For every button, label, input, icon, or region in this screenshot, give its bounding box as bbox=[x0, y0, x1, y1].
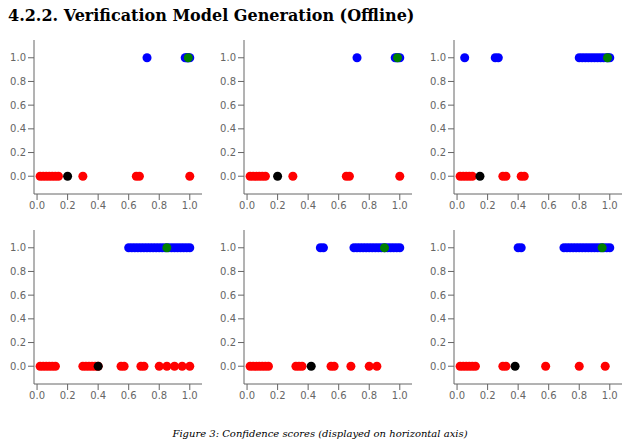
svg-text:0.0: 0.0 bbox=[220, 361, 236, 372]
svg-text:0.4: 0.4 bbox=[300, 390, 316, 401]
svg-text:0.2: 0.2 bbox=[430, 147, 446, 158]
svg-text:0.8: 0.8 bbox=[430, 266, 446, 277]
svg-text:0.4: 0.4 bbox=[10, 123, 26, 134]
svg-text:1.0: 1.0 bbox=[10, 242, 26, 253]
svg-text:0.2: 0.2 bbox=[220, 337, 236, 348]
svg-text:0.4: 0.4 bbox=[220, 123, 236, 134]
svg-text:0.8: 0.8 bbox=[571, 390, 587, 401]
svg-text:0.8: 0.8 bbox=[151, 390, 167, 401]
svg-text:0.0: 0.0 bbox=[10, 361, 26, 372]
svg-text:0.0: 0.0 bbox=[430, 361, 446, 372]
svg-text:1.0: 1.0 bbox=[430, 52, 446, 63]
svg-text:0.6: 0.6 bbox=[541, 390, 557, 401]
svg-text:0.4: 0.4 bbox=[300, 200, 316, 211]
svg-text:0.4: 0.4 bbox=[510, 200, 526, 211]
svg-text:1.0: 1.0 bbox=[182, 390, 198, 401]
svg-text:0.4: 0.4 bbox=[90, 200, 106, 211]
svg-text:0.4: 0.4 bbox=[10, 313, 26, 324]
svg-text:0.6: 0.6 bbox=[121, 390, 137, 401]
svg-text:0.8: 0.8 bbox=[10, 76, 26, 87]
svg-text:0.6: 0.6 bbox=[220, 100, 236, 111]
svg-text:0.2: 0.2 bbox=[270, 390, 286, 401]
svg-text:0.0: 0.0 bbox=[239, 200, 255, 211]
svg-text:1.0: 1.0 bbox=[182, 200, 198, 211]
svg-text:0.2: 0.2 bbox=[60, 390, 76, 401]
svg-text:0.2: 0.2 bbox=[10, 337, 26, 348]
svg-text:1.0: 1.0 bbox=[392, 200, 408, 211]
svg-text:0.4: 0.4 bbox=[90, 390, 106, 401]
svg-text:0.2: 0.2 bbox=[270, 200, 286, 211]
svg-text:1.0: 1.0 bbox=[430, 242, 446, 253]
svg-text:0.8: 0.8 bbox=[430, 76, 446, 87]
svg-text:0.8: 0.8 bbox=[361, 200, 377, 211]
svg-text:0.4: 0.4 bbox=[430, 123, 446, 134]
svg-text:0.8: 0.8 bbox=[220, 76, 236, 87]
svg-text:0.2: 0.2 bbox=[480, 200, 496, 211]
svg-text:1.0: 1.0 bbox=[10, 52, 26, 63]
svg-text:0.6: 0.6 bbox=[331, 390, 347, 401]
svg-text:0.0: 0.0 bbox=[449, 200, 465, 211]
svg-text:0.0: 0.0 bbox=[239, 390, 255, 401]
svg-text:0.0: 0.0 bbox=[449, 390, 465, 401]
svg-text:0.6: 0.6 bbox=[10, 290, 26, 301]
svg-text:0.8: 0.8 bbox=[361, 390, 377, 401]
svg-text:0.8: 0.8 bbox=[571, 200, 587, 211]
svg-text:1.0: 1.0 bbox=[602, 390, 618, 401]
html-text:4.2.2. Verification Model Gene: 4.2.2. Verification Model Generation (Of… bbox=[8, 6, 415, 25]
svg-text:1.0: 1.0 bbox=[220, 52, 236, 63]
svg-text:0.4: 0.4 bbox=[430, 313, 446, 324]
svg-text:0.4: 0.4 bbox=[220, 313, 236, 324]
svg-text:0.6: 0.6 bbox=[430, 100, 446, 111]
svg-text:0.8: 0.8 bbox=[151, 200, 167, 211]
svg-text:0.0: 0.0 bbox=[29, 200, 45, 211]
svg-text:0.0: 0.0 bbox=[220, 171, 236, 182]
svg-text:1.0: 1.0 bbox=[602, 200, 618, 211]
svg-text:0.6: 0.6 bbox=[220, 290, 236, 301]
svg-text:0.6: 0.6 bbox=[331, 200, 347, 211]
svg-text:0.6: 0.6 bbox=[121, 200, 137, 211]
svg-text:0.2: 0.2 bbox=[430, 337, 446, 348]
svg-text:1.0: 1.0 bbox=[392, 390, 408, 401]
svg-text:0.0: 0.0 bbox=[29, 390, 45, 401]
svg-text:0.0: 0.0 bbox=[10, 171, 26, 182]
svg-text:0.8: 0.8 bbox=[10, 266, 26, 277]
svg-text:0.2: 0.2 bbox=[480, 390, 496, 401]
svg-text:0.0: 0.0 bbox=[430, 171, 446, 182]
svg-text:0.2: 0.2 bbox=[60, 200, 76, 211]
svg-text:0.8: 0.8 bbox=[220, 266, 236, 277]
svg-text:0.2: 0.2 bbox=[10, 147, 26, 158]
html-text:Figure 3: Confidence scores (d: Figure 3: Confidence scores (displayed o… bbox=[172, 428, 468, 439]
svg-text:0.6: 0.6 bbox=[430, 290, 446, 301]
svg-text:0.6: 0.6 bbox=[541, 200, 557, 211]
svg-text:1.0: 1.0 bbox=[220, 242, 236, 253]
svg-text:0.6: 0.6 bbox=[10, 100, 26, 111]
svg-text:0.2: 0.2 bbox=[220, 147, 236, 158]
svg-text:0.4: 0.4 bbox=[510, 390, 526, 401]
